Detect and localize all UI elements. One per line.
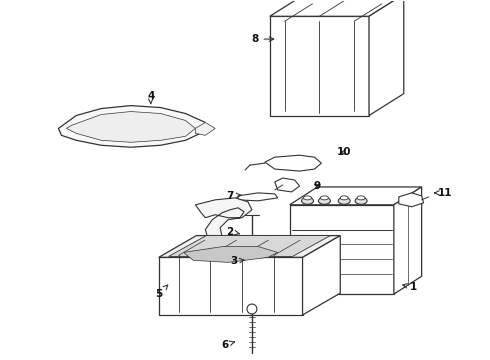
Polygon shape — [399, 193, 424, 207]
Ellipse shape — [357, 196, 365, 200]
Text: 1: 1 — [403, 282, 417, 292]
Polygon shape — [196, 198, 252, 244]
Text: 3: 3 — [230, 256, 244, 266]
Text: 8: 8 — [251, 34, 274, 44]
Polygon shape — [159, 235, 340, 257]
Polygon shape — [394, 187, 421, 294]
Ellipse shape — [303, 196, 312, 200]
Polygon shape — [238, 193, 278, 201]
Ellipse shape — [318, 197, 330, 204]
Text: 9: 9 — [314, 181, 321, 191]
Polygon shape — [183, 247, 278, 262]
Text: 5: 5 — [155, 285, 168, 299]
Polygon shape — [245, 255, 259, 269]
Ellipse shape — [355, 197, 367, 204]
Polygon shape — [302, 235, 340, 315]
Text: 10: 10 — [337, 147, 351, 157]
Polygon shape — [265, 155, 321, 171]
Polygon shape — [275, 178, 299, 192]
Text: 7: 7 — [226, 191, 241, 201]
Polygon shape — [290, 187, 421, 205]
Ellipse shape — [340, 196, 348, 200]
Polygon shape — [169, 235, 330, 256]
Ellipse shape — [338, 197, 350, 204]
Polygon shape — [270, 0, 404, 16]
Text: 6: 6 — [221, 340, 235, 350]
Polygon shape — [58, 105, 205, 147]
Circle shape — [247, 304, 257, 314]
Text: 11: 11 — [435, 188, 453, 198]
Ellipse shape — [301, 197, 314, 204]
Text: 4: 4 — [147, 91, 154, 104]
Ellipse shape — [320, 196, 328, 200]
Polygon shape — [270, 16, 369, 116]
Text: 2: 2 — [226, 226, 240, 237]
Polygon shape — [196, 122, 215, 135]
Polygon shape — [66, 112, 196, 142]
Polygon shape — [290, 205, 394, 294]
Polygon shape — [159, 257, 302, 315]
Polygon shape — [369, 0, 404, 116]
